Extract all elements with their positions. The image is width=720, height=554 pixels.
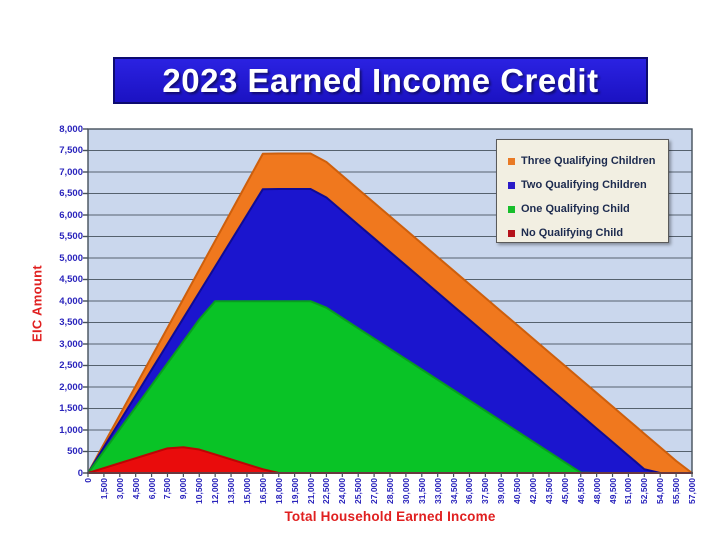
chart-legend: Three Qualifying Children Two Qualifying … — [496, 139, 669, 243]
legend-swatch-icon — [508, 205, 515, 213]
y-tick-label: 3,000 — [59, 338, 83, 350]
legend-swatch-icon — [508, 229, 515, 237]
y-tick-label: 5,500 — [59, 231, 83, 242]
y-tick-label: 6,000 — [59, 209, 83, 221]
y-tick-label: 5,000 — [59, 252, 83, 264]
y-tick-label: 1,500 — [59, 403, 83, 414]
legend-swatch-icon — [508, 181, 515, 189]
chart-title: 2023 Earned Income Credit — [162, 61, 599, 99]
legend-item-label: No Qualifying Child — [521, 227, 624, 239]
legend-item-label: Three Qualifying Children — [521, 155, 656, 167]
y-tick-label: 2,000 — [59, 381, 83, 393]
legend-item: Three Qualifying Children — [508, 149, 668, 173]
x-axis-title: Total Household Earned Income — [284, 509, 496, 524]
y-tick-label: 0 — [77, 467, 83, 479]
y-tick-label: 8,000 — [59, 123, 83, 135]
legend-item-label: One Qualifying Child — [521, 203, 630, 215]
y-tick-label: 6,500 — [59, 188, 83, 199]
y-axis-title: EIC Amount — [29, 265, 45, 342]
legend-item: One Qualifying Child — [508, 197, 668, 221]
y-tick-label: 7,000 — [59, 166, 83, 178]
legend-item: Two Qualifying Children — [508, 173, 668, 197]
chart-title-banner: 2023 Earned Income Credit — [113, 57, 648, 104]
y-tick-label: 2,500 — [59, 360, 83, 371]
y-tick-label: 7,500 — [59, 145, 83, 156]
legend-item: No Qualifying Child — [508, 221, 668, 245]
y-tick-label: 500 — [67, 446, 83, 457]
y-tick-label: 1,000 — [59, 424, 83, 436]
legend-swatch-icon — [508, 157, 515, 165]
y-tick-label: 3,500 — [59, 317, 83, 328]
y-tick-label: 4,500 — [59, 274, 83, 285]
y-tick-label: 4,000 — [59, 295, 83, 307]
legend-item-label: Two Qualifying Children — [521, 179, 647, 191]
